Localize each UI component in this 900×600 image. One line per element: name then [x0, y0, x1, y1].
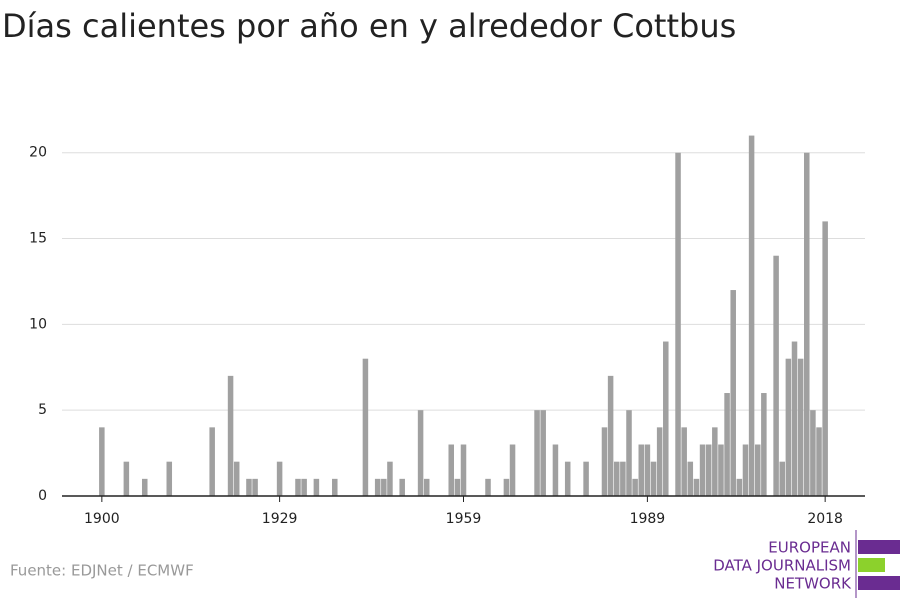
bar — [564, 461, 571, 496]
bar — [233, 461, 240, 496]
bar — [724, 393, 730, 496]
bar — [332, 478, 338, 496]
bar — [276, 461, 283, 496]
bar — [454, 478, 461, 496]
bar — [742, 444, 749, 496]
bar — [748, 135, 755, 496]
bar — [485, 478, 491, 496]
bar — [730, 290, 736, 496]
bar — [810, 410, 816, 496]
x-tick-label: 1989 — [630, 511, 666, 527]
bar — [663, 341, 669, 496]
bar — [773, 255, 779, 496]
bar — [417, 410, 424, 496]
bar — [607, 375, 614, 496]
bar — [123, 461, 130, 496]
logo-bar — [858, 540, 900, 554]
bar — [374, 478, 381, 496]
bar — [638, 444, 645, 496]
bar — [816, 427, 822, 496]
bar — [601, 427, 608, 496]
source: Fuente: EDJNet / ECMWF — [10, 562, 194, 580]
bar — [399, 478, 405, 496]
bar — [620, 461, 626, 496]
bar — [460, 444, 467, 496]
bar — [387, 461, 393, 496]
bar — [509, 444, 516, 496]
y-tick-label: 0 — [38, 488, 47, 504]
bar — [99, 427, 105, 496]
bar — [785, 358, 792, 496]
bar — [381, 478, 387, 496]
bar — [822, 221, 828, 496]
bar — [613, 461, 620, 496]
bar — [166, 461, 173, 496]
bar — [699, 444, 706, 496]
chart-title: Días calientes por año en y alrededor Co… — [2, 7, 736, 45]
bar — [718, 444, 724, 496]
bar — [583, 461, 589, 496]
bar — [448, 444, 454, 496]
bar — [362, 358, 369, 496]
bar — [736, 478, 743, 496]
bar — [693, 478, 700, 496]
logo-bar — [858, 576, 900, 590]
bar — [650, 461, 657, 496]
y-tick-label: 20 — [29, 145, 47, 161]
bar — [791, 341, 798, 496]
bar — [656, 427, 663, 496]
bar — [754, 444, 761, 496]
bar — [227, 375, 234, 496]
bar — [626, 410, 632, 496]
bar — [423, 478, 430, 496]
y-tick-label: 5 — [38, 402, 47, 418]
bar — [632, 478, 638, 496]
bar — [681, 427, 687, 496]
logo-bar — [858, 558, 885, 572]
bar — [761, 393, 767, 496]
bar — [779, 461, 786, 496]
bar — [252, 478, 258, 496]
x-tick-label: 1929 — [262, 511, 298, 527]
bar — [804, 152, 810, 496]
x-tick-label: 1900 — [84, 511, 120, 527]
bar — [687, 461, 694, 496]
bar — [503, 478, 510, 496]
bar — [797, 358, 804, 496]
bar — [295, 478, 301, 496]
x-tick-label: 1959 — [446, 511, 482, 527]
bar — [313, 478, 320, 496]
bar — [675, 152, 681, 496]
bar — [644, 444, 651, 496]
bar — [141, 478, 148, 496]
logo-text: DATA JOURNALISM — [713, 557, 851, 575]
logo-text: EUROPEAN — [768, 539, 851, 557]
bar — [540, 410, 546, 496]
bar — [534, 410, 540, 496]
bar — [552, 444, 559, 496]
logo-text: NETWORK — [774, 575, 852, 593]
y-tick-label: 10 — [29, 316, 47, 332]
x-tick-label: 2018 — [807, 511, 843, 527]
y-tick-label: 15 — [29, 231, 47, 247]
bar — [301, 478, 307, 496]
bar — [209, 427, 215, 496]
bar — [705, 444, 712, 496]
bar — [246, 478, 252, 496]
bar — [712, 427, 718, 496]
